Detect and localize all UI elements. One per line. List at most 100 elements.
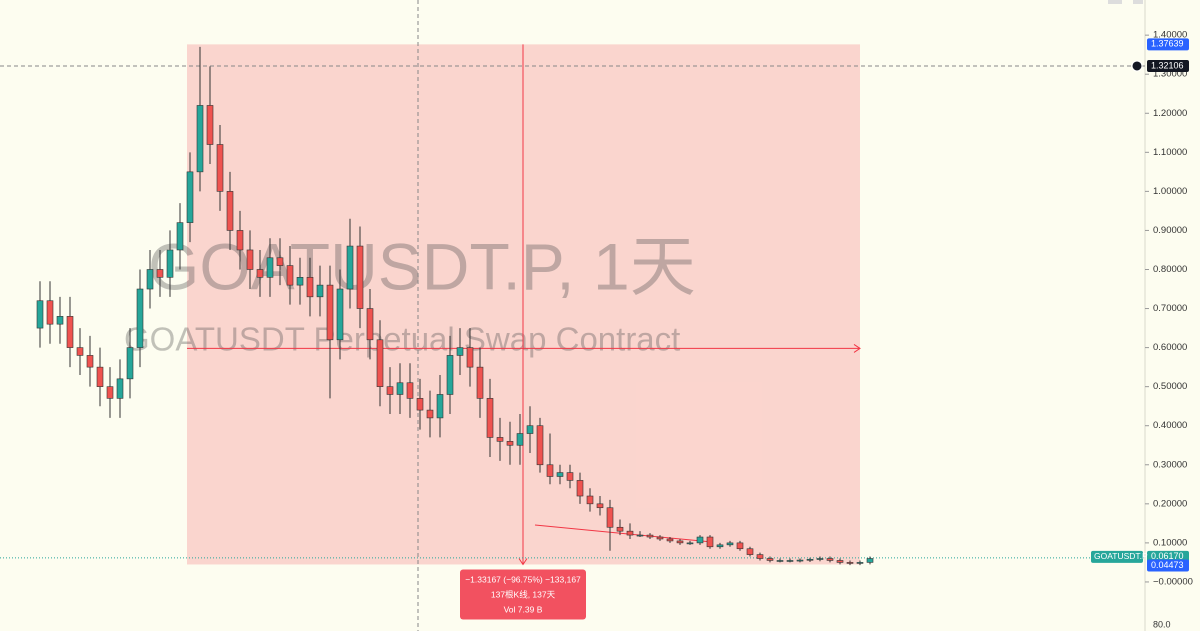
y-tick-label: 1.30000 [1153,69,1187,80]
candle-body [396,382,404,395]
price-tag-bg [1147,38,1189,51]
candle-body [606,507,614,528]
candle-body [316,284,324,298]
arrow-head [853,344,861,353]
measure-label-box [460,569,586,620]
candle-body [36,300,44,329]
measure-label: Vol 7.39 B [504,605,543,615]
y-tick-label: 1.00000 [1153,186,1187,197]
y-tick-label: 0.50000 [1153,381,1187,392]
candle-body [76,347,84,356]
candle-body [256,269,264,278]
candle-body [816,558,824,560]
price-tag: 1.37639 [1151,39,1184,49]
toolbar-icon[interactable] [1133,0,1143,4]
candle-body [86,355,94,368]
candle-body [436,394,444,419]
candle-body [286,265,294,286]
candle-body [636,534,644,537]
candle-body [646,534,654,538]
candle-body [726,542,734,546]
candle-body [496,437,504,442]
candle-body [556,472,564,477]
candle-body [406,382,414,399]
candle-body [736,542,744,550]
price-axis [1145,0,1200,631]
candle-body [586,495,594,505]
y-tick-label: 1.10000 [1153,147,1187,158]
candle-body [356,245,364,309]
candle-body [546,464,554,477]
candle-body [266,257,274,278]
candle-body [196,105,204,173]
candle-body [826,558,834,561]
y-tick-label: −0.00000 [1153,576,1193,587]
y-tick-label: 0.30000 [1153,459,1187,470]
candle-body [456,347,464,356]
candle-body [846,562,854,564]
candle-body [326,284,334,341]
candle-body [676,540,684,544]
candle-body [46,300,54,325]
y-tick-label: 0.40000 [1153,420,1187,431]
candle-body [296,277,304,286]
y-tick-label: 0.20000 [1153,498,1187,509]
candle-body [366,308,374,341]
candle-body [66,316,74,348]
candle-body [566,472,574,481]
candle-body [206,105,214,145]
last-price-tag: 0.06170 [1151,551,1184,561]
candle-body [56,316,64,325]
y-tick-label: 0.80000 [1153,264,1187,275]
arrow-head [518,558,528,566]
candle-body [226,191,234,231]
watermark-subtitle: GOATUSDT Perpetual Swap Contract [124,321,680,358]
y-tick-label: 0.60000 [1153,342,1187,353]
candle-body [126,347,134,380]
candle-body [376,339,384,387]
symbol-tag: GOATUSDT.P [1094,551,1148,561]
price-tag: 0.04473 [1151,560,1184,570]
candle-body [186,171,194,223]
candle-body [716,544,724,548]
toolbar-icon[interactable] [1108,0,1122,4]
symbol-tag-bg [1091,550,1143,563]
candle-body [116,378,124,399]
candle-body [386,386,394,395]
candle-body [506,441,514,446]
candle-body [416,398,424,411]
candle-body [656,536,664,540]
price-tag-bg [1147,559,1189,572]
candle-body [276,257,284,266]
candle-body [146,269,154,290]
measure-label: −1.33167 (−96.75%) −133,167 [465,575,581,585]
trend-line [534,524,713,543]
candle-body [466,347,474,368]
candle-body [246,249,254,270]
candle-body [486,398,494,438]
candle-body [236,230,244,251]
candle-body [776,560,784,562]
candle-body [106,386,114,399]
candle-body [806,558,814,561]
candle-body [536,425,544,466]
candle-body [596,503,604,509]
candle-body [166,249,174,278]
candle-body [666,538,674,542]
y-tick-label: 1.20000 [1153,108,1187,119]
candle-body [866,558,874,563]
crosshair-tag: 1.32106 [1151,60,1184,70]
candle-body [346,245,354,290]
candle-body [696,536,704,544]
crosshair-add-icon[interactable] [1131,60,1143,72]
candle-body [516,433,524,446]
candle-body [96,366,104,387]
candle-body [306,277,314,298]
candle-body [446,355,454,395]
candle-body [686,542,694,545]
candle-body [476,366,484,399]
y-tick-label: 0.90000 [1153,225,1187,236]
y-tick-label: 1.40000 [1153,30,1187,41]
